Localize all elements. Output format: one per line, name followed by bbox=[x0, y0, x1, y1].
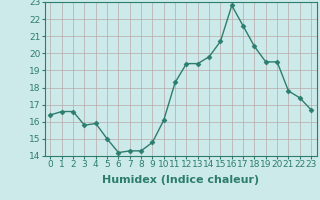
X-axis label: Humidex (Indice chaleur): Humidex (Indice chaleur) bbox=[102, 175, 260, 185]
